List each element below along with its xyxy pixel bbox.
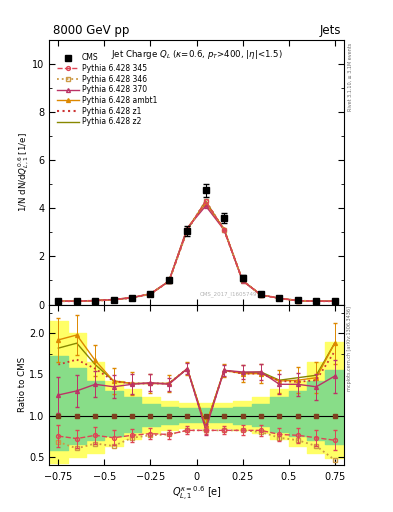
Text: Rivet 3.1.10, ≥ 3.1M events: Rivet 3.1.10, ≥ 3.1M events [347,42,353,111]
X-axis label: $Q_{L,1}^{\kappa=0.6}$ [e]: $Q_{L,1}^{\kappa=0.6}$ [e] [171,484,222,503]
Text: 8000 GeV pp: 8000 GeV pp [53,24,129,37]
Text: mcplots.cern.ch [arXiv:1306.3436]: mcplots.cern.ch [arXiv:1306.3436] [347,306,353,391]
Legend: CMS, Pythia 6.428 345, Pythia 6.428 346, Pythia 6.428 370, Pythia 6.428 ambt1, P: CMS, Pythia 6.428 345, Pythia 6.428 346,… [56,52,159,128]
Text: Jets: Jets [320,24,341,37]
Text: CMS_2017_I1605749: CMS_2017_I1605749 [200,291,258,297]
Text: Jet Charge $Q_L$ ($\kappa$=0.6, $p_T$>400, $|\eta|$<1.5): Jet Charge $Q_L$ ($\kappa$=0.6, $p_T$>40… [111,48,282,61]
Y-axis label: Ratio to CMS: Ratio to CMS [18,357,28,412]
Y-axis label: 1/N dN/d$Q_{L,1}^{0.6}$ [1/e]: 1/N dN/d$Q_{L,1}^{0.6}$ [1/e] [16,133,31,212]
